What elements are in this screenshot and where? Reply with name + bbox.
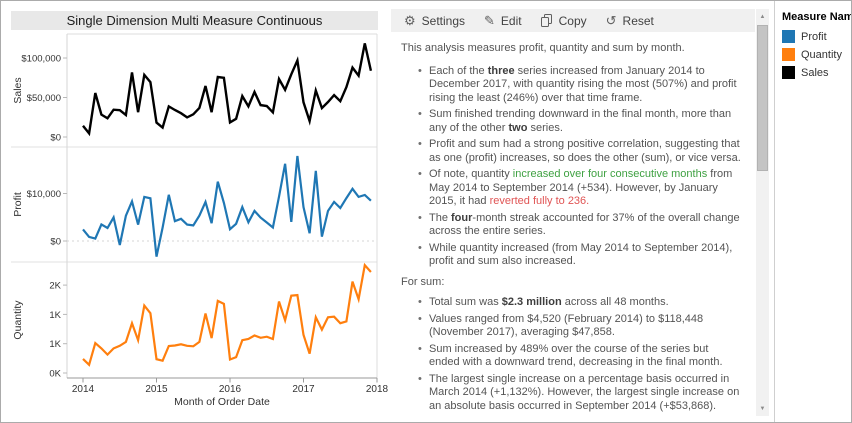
toolbar-button-label: Copy [558,13,587,28]
edit-button[interactable]: ✎ Edit [484,14,522,28]
legend-swatch-icon [782,30,795,43]
chart-title: Single Dimension Multi Measure Continuou… [11,11,378,30]
insight-bullet: The four-month streak accounted for 37% … [417,212,741,239]
y-tick-label: $100,000 [21,54,61,65]
measure-names-legend: Measure Names Profit Quantity Sales [782,11,851,84]
insight-bullet: Sum finished trending downward in the fi… [417,108,741,135]
legend-item-sales[interactable]: Sales [782,66,848,79]
toolbar-button-label: Reset [622,13,654,28]
legend-item-profit[interactable]: Profit [782,30,848,43]
x-axis-title: Month of Order Date [174,396,270,408]
y-tick-label: 1K [49,310,61,321]
insights-scrollbar[interactable]: ▲ ▼ [756,9,769,416]
row-label-quantity: Quantity [12,300,24,340]
insights-intro: This analysis measures profit, quantity … [401,42,685,54]
insight-bullet: Profit and sum had a strong positive cor… [417,138,741,165]
insight-bullet: Of note, quantity increased over four co… [417,168,741,209]
legend-item-label: Quantity [801,48,842,61]
insight-bullet: Each of the three series increased from … [417,65,741,106]
sum-insights-list: Total sum was $2.3 million across all 48… [401,296,741,416]
green-text: increased over four consecutive months [512,168,708,180]
em-text: two [508,121,528,134]
profit-line[interactable] [82,155,372,257]
scroll-down-arrow-icon[interactable]: ▼ [759,405,766,412]
y-tick-label: $0 [50,237,61,248]
legend-title: Measure Names [782,11,851,23]
copy-icon [540,14,553,27]
legend-item-label: Profit [801,30,827,43]
year-label: 2017 [292,384,315,395]
pencil-icon: ✎ [484,13,495,28]
toolbar-button-label: Settings [421,13,466,28]
settings-button[interactable]: ⚙ Settings [404,14,465,28]
legend-swatch-icon [782,66,795,79]
year-label: 2015 [145,384,168,395]
legend-item-quantity[interactable]: Quantity [782,48,848,61]
insights-toolbar: ⚙ Settings ✎ Edit Copy ↺ Reset [391,9,755,32]
insight-bullet: Total sum was $2.3 million across all 48… [417,296,741,310]
legend-separator [774,1,775,422]
year-label: 2018 [366,384,389,395]
row-label-profit: Profit [12,192,24,217]
reset-button[interactable]: ↺ Reset [606,14,654,28]
em-text: $2.3 million [501,296,562,308]
year-label: 2016 [219,384,242,395]
year-label: 2014 [72,384,95,395]
insights-list: Each of the three series increased from … [401,65,741,269]
legend-swatch-icon [782,48,795,61]
reset-icon: ↺ [605,13,617,28]
em-text: four [451,211,473,224]
row-label-sales: Sales [12,77,24,103]
insight-bullet: Sum increased by 489% over the course of… [417,343,741,370]
scroll-up-arrow-icon[interactable]: ▲ [759,13,766,20]
y-tick-label: $10,000 [27,189,61,200]
copy-button[interactable]: Copy [540,13,587,28]
sales-line[interactable] [82,43,373,137]
legend-item-label: Sales [801,66,829,79]
y-tick-label: $0 [50,133,61,144]
insight-bullet: The largest single increase on a percent… [417,373,741,414]
y-tick-label: 2K [49,281,61,292]
y-tick-label: 1K [49,339,61,350]
scrollbar-thumb[interactable] [757,25,768,171]
toolbar-button-label: Edit [500,13,522,28]
insight-bullet: Values ranged from $4,520 (February 2014… [417,313,741,340]
y-tick-label: 0K [49,369,61,380]
em-text: three [487,64,515,77]
red-text: reverted fully to 236. [489,195,590,207]
for-sum-heading: For sum: [401,275,445,288]
y-tick-label: $50,000 [27,93,61,104]
quantity-line[interactable] [82,262,372,367]
gear-icon: ⚙ [404,13,416,28]
insight-bullet: While quantity increased (from May 2014 … [417,242,741,269]
insights-panel: This analysis measures profit, quantity … [391,32,755,416]
